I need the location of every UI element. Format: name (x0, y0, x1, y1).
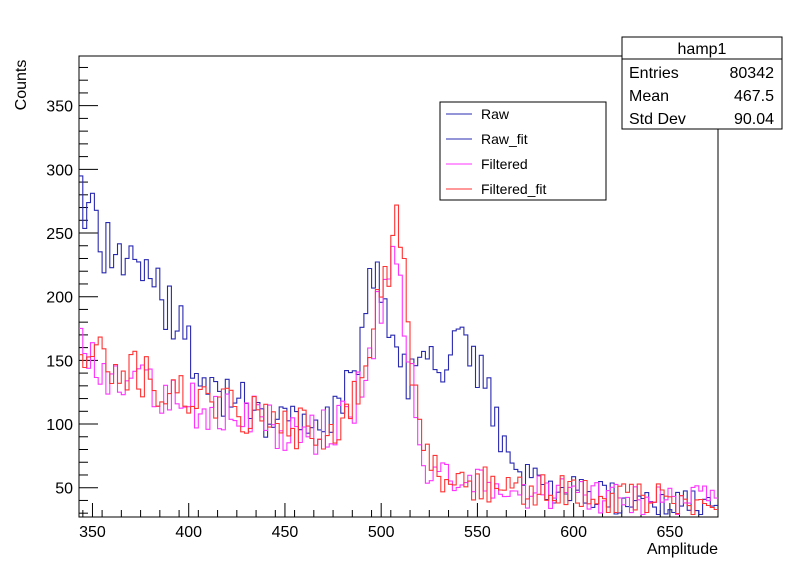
stats-value-mean: 467.5 (734, 88, 774, 105)
plot-frame (78, 55, 719, 518)
x-tick-label: 650 (657, 524, 684, 541)
legend: Raw Raw_fit Filtered Filtered_fit (439, 101, 607, 201)
y-tick-label: 200 (46, 290, 73, 307)
x-tick-label: 350 (79, 524, 106, 541)
series-group (79, 175, 718, 516)
legend-label-filtered-fit: Filtered_fit (481, 181, 546, 197)
axis-ticks: 350 400 450 500 550 600 650 50 100 150 200 250 300 35… (46, 66, 719, 541)
y-tick-label: 100 (46, 417, 73, 434)
x-tick-label: 400 (175, 524, 202, 541)
legend-label-raw-fit: Raw_fit (481, 131, 528, 147)
y-tick-label: 50 (55, 481, 73, 498)
x-tick-label: 600 (560, 524, 587, 541)
stats-label-entries: Entries (629, 65, 679, 82)
stats-label-mean: Mean (629, 88, 669, 105)
legend-label-raw: Raw (481, 106, 510, 122)
legend-label-filtered: Filtered (481, 156, 528, 172)
stats-label-stddev: Std Dev (629, 111, 686, 128)
stats-value-entries: 80342 (730, 65, 775, 82)
x-tick-label: 500 (368, 524, 395, 541)
stats-box: hamp1 Entries 80342 Mean 467.5 Std Dev 9… (621, 36, 783, 130)
y-axis-label: Counts (13, 60, 30, 111)
stats-value-stddev: 90.04 (734, 111, 774, 128)
x-axis-label: Amplitude (647, 541, 718, 558)
y-tick-label: 150 (46, 353, 73, 370)
x-tick-label: 550 (464, 524, 491, 541)
series-line-filtered-fit (79, 204, 718, 516)
y-tick-label: 250 (46, 226, 73, 243)
stats-title: hamp1 (678, 41, 727, 58)
y-tick-label: 350 (46, 99, 73, 116)
x-tick-label: 450 (272, 524, 299, 541)
y-tick-label: 300 (46, 162, 73, 179)
